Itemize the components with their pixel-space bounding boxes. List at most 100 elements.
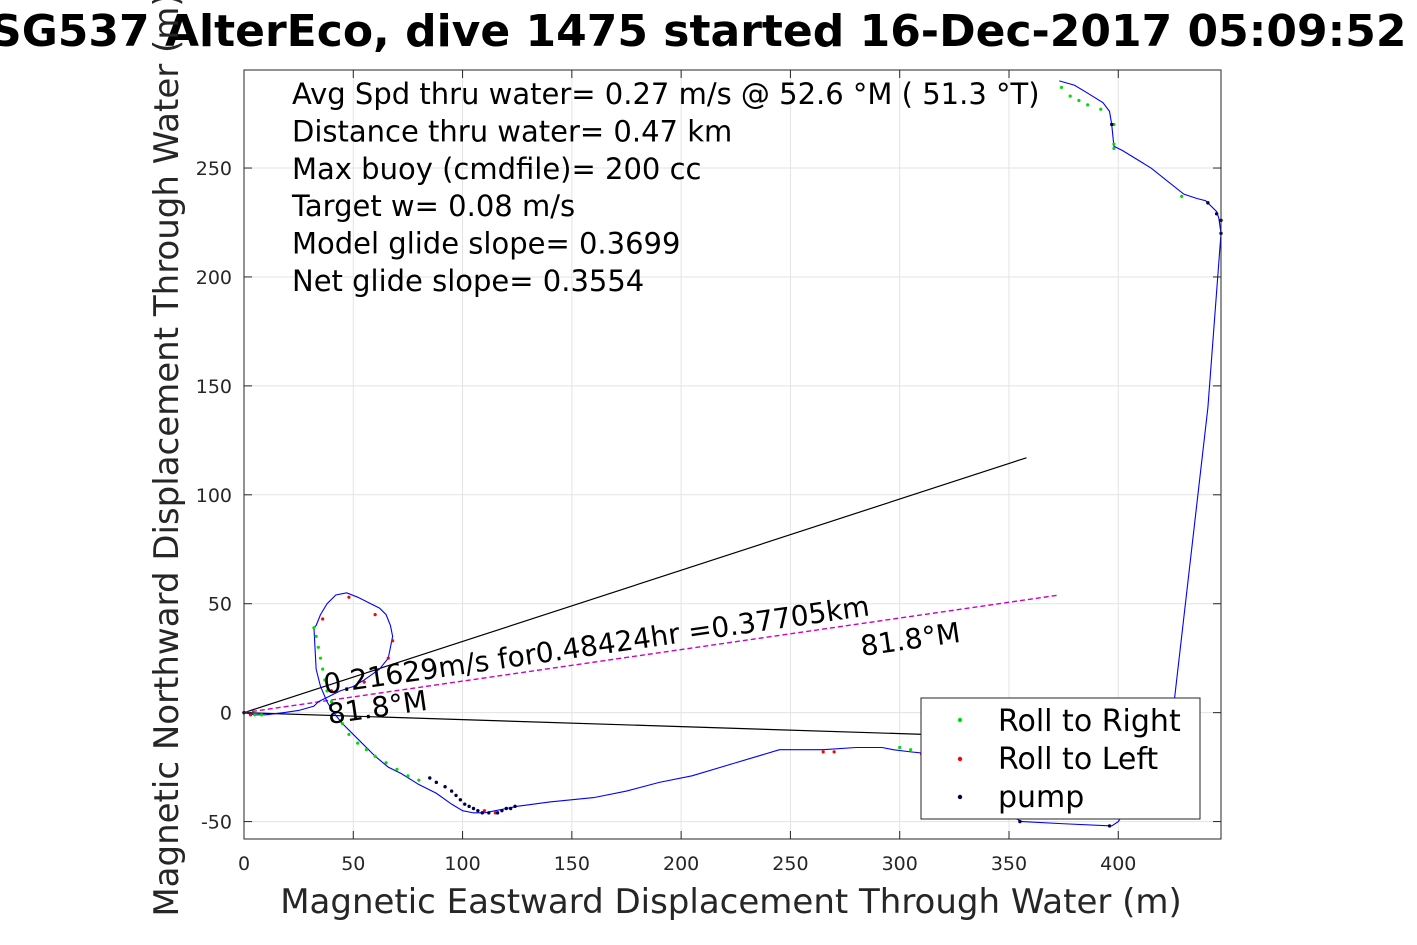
y-tick-label: 200 [196, 267, 232, 289]
roll-left-point [347, 595, 351, 599]
pump-point [471, 806, 476, 811]
roll-left-point [321, 617, 325, 621]
roll-right-point [323, 678, 327, 682]
y-tick-label: 250 [196, 158, 232, 180]
stats-line: Avg Spd thru water= 0.27 m/s @ 52.6 °M (… [292, 77, 1040, 111]
track-line [243, 80, 1222, 827]
roll-right-point [1068, 94, 1072, 98]
roll-right-point [384, 761, 388, 765]
pump-point [467, 804, 471, 809]
legend-box [920, 697, 1201, 820]
y-tick-label: 150 [196, 376, 232, 398]
x-axis-label: Magnetic Eastward Displacement Through W… [280, 882, 1182, 922]
roll-right-point [1077, 98, 1081, 103]
roll-left-point [362, 680, 366, 684]
roll-left-point [248, 713, 253, 717]
roll-right-point [347, 732, 351, 737]
grid [243, 70, 1221, 839]
roll-right-point [1099, 107, 1103, 111]
stats-text-block: Avg Spd thru water= 0.27 m/s @ 52.6 °M (… [291, 77, 1040, 298]
pump-point [1206, 201, 1210, 205]
x-tick-label: 50 [341, 853, 365, 875]
roll-right-point [312, 626, 316, 630]
roll-left-point [386, 656, 390, 660]
pump-point [458, 798, 463, 802]
pump-point [454, 793, 458, 798]
legend-label-roll-left: Roll to Left [998, 742, 1158, 777]
x-tick-label: 0 [238, 853, 250, 875]
roll-left-point [821, 750, 825, 754]
roll-left-point [832, 750, 836, 754]
roll-right-point [325, 689, 329, 693]
stats-line: Net glide slope= 0.3554 [292, 264, 644, 298]
stats-line: Max buoy (cmdfile)= 200 cc [292, 152, 701, 186]
marker-points [242, 85, 1223, 828]
pump-point [487, 811, 491, 815]
stats-line: Target w= 0.08 m/s [291, 189, 575, 223]
pump-point [480, 811, 484, 815]
roll-right-point [364, 748, 368, 752]
legend-marker-roll-left [957, 756, 963, 762]
roll-right-point [373, 754, 377, 758]
roll-right-point [316, 645, 320, 649]
roll-right-point [1112, 146, 1116, 151]
stats-line: Model glide slope= 0.3699 [292, 227, 680, 261]
roll-right-point [898, 745, 902, 750]
roll-right-point [356, 741, 360, 745]
roll-right-point [1086, 103, 1090, 107]
roll-right-point [395, 767, 399, 771]
roll-left-point [482, 809, 487, 813]
pump-point [434, 780, 439, 785]
roll-right-point [340, 721, 344, 726]
roll-right-point [1059, 85, 1064, 90]
pump-point [449, 789, 454, 793]
x-tick-label: 350 [991, 853, 1027, 875]
y-tick-label: 0 [220, 703, 232, 725]
roll-left-point [373, 613, 377, 617]
roll-right-point [259, 713, 264, 717]
x-tick-label: 100 [444, 853, 480, 875]
roll-right-point [1112, 142, 1116, 146]
roll-right-point [406, 774, 410, 778]
x-tick-label: 300 [882, 853, 918, 875]
pump-point [508, 806, 513, 811]
y-tick-label: 50 [208, 594, 232, 616]
legend-label-pump: pump [998, 780, 1084, 815]
roll-right-point [318, 656, 323, 660]
roll-right-point [334, 711, 338, 715]
pump-point [463, 802, 467, 806]
heading-line [243, 457, 1027, 714]
legend-marker-roll-right [957, 717, 963, 723]
legend-marker-pump [957, 794, 963, 800]
roll-left-point [329, 689, 334, 693]
y-tick-label: 100 [196, 485, 232, 507]
roll-right-point [909, 748, 913, 752]
pump-point [476, 808, 480, 813]
x-tick-label: 150 [554, 853, 590, 875]
tick-labels: 0 50 100 150 200 250 300 350 400 -50 0 50 100 150 200 2… [196, 70, 1221, 875]
current-annotation: 0.21629m/s for0.48424hr =0.37705km [321, 590, 871, 701]
heading-annotation-upper: 81.8°M [858, 616, 962, 663]
pump-point [428, 776, 432, 780]
stats-line: Distance thru water= 0.47 km [292, 114, 732, 148]
x-tick-label: 250 [772, 853, 808, 875]
pump-point [513, 804, 517, 809]
roll-left-point [391, 639, 395, 643]
roll-right-point [1180, 194, 1184, 198]
track-series [243, 80, 1222, 827]
roll-right-point [314, 634, 318, 639]
roll-right-point [417, 778, 421, 782]
roll-right-point [321, 667, 325, 671]
chart-title: SG537 AlterEco, dive 1475 started 16-Dec… [0, 6, 1406, 57]
pump-point [504, 806, 508, 811]
legend-label-roll-right: Roll to Right [998, 704, 1181, 739]
pump-point [443, 785, 447, 789]
x-tick-label: 400 [1100, 853, 1136, 875]
roll-right-point [253, 713, 257, 717]
pump-point [1110, 122, 1114, 127]
roll-right-point [329, 700, 334, 704]
y-axis-label: Magnetic Northward Displacement Through … [147, 0, 187, 917]
plot-frame [243, 69, 1222, 840]
legend: Roll to Right Roll to Left pump [920, 697, 1201, 820]
